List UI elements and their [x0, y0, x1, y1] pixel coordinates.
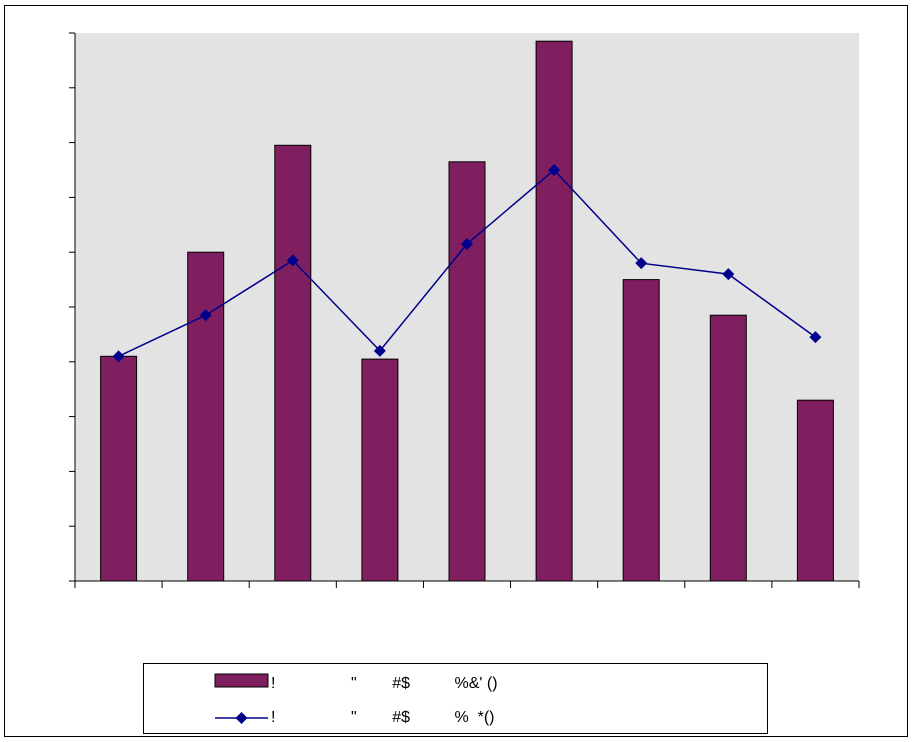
line-layer: [112, 164, 822, 363]
bar-4: [361, 358, 399, 582]
legend-line-marker: [235, 712, 248, 724]
legend: ! " #$ %&' () ! " #$ % *(): [143, 663, 768, 734]
legend-bar-swatch: [214, 673, 269, 688]
line-point-6: [548, 164, 561, 176]
line-point-8: [722, 268, 735, 281]
bar-3: [274, 144, 312, 582]
bar-6: [535, 40, 573, 582]
line-point-4: [373, 344, 386, 357]
bar-7: [622, 279, 660, 582]
bar-5: [448, 161, 486, 582]
line-point-3: [286, 254, 299, 267]
bar-1: [100, 355, 138, 582]
line-point-2: [199, 309, 212, 322]
axes-layer: [69, 32, 860, 588]
bar-2: [187, 251, 225, 582]
line-point-5: [461, 237, 473, 250]
line-point-9: [809, 331, 822, 344]
legend-line-label: ! " #$ % *(): [271, 709, 495, 726]
line-point-7: [635, 257, 648, 270]
line-point-1: [112, 350, 125, 363]
bar-8: [709, 314, 747, 582]
bar-9: [796, 399, 834, 582]
legend-bar-label: ! " #$ %&' (): [271, 675, 498, 692]
